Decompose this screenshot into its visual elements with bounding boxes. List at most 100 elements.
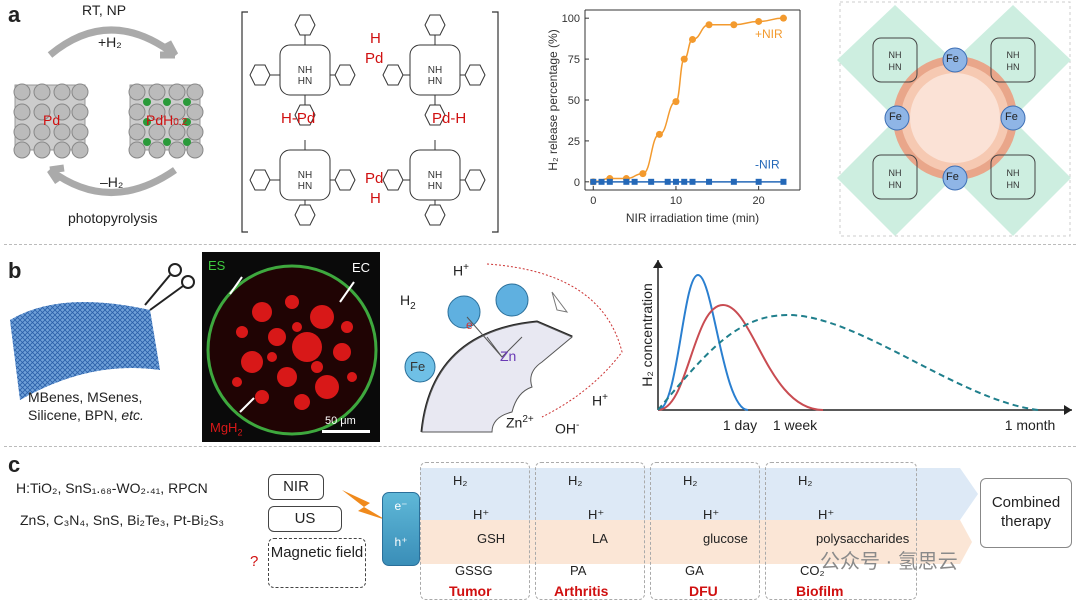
data-point: [631, 178, 638, 185]
x-axis-label: NIR irradiation time (min): [626, 211, 759, 225]
svg-text:HN: HN: [298, 181, 312, 192]
svg-text:NH: NH: [298, 170, 312, 181]
svg-text:NH: NH: [1007, 50, 1020, 60]
mgh2-label: MgH2: [210, 420, 243, 438]
arthritis-label: Arthritis: [554, 583, 609, 599]
arthritis-h2: H₂: [568, 473, 583, 488]
data-point: [672, 178, 679, 185]
micrograph-image: [206, 264, 378, 436]
svg-text:NH: NH: [1007, 168, 1020, 178]
hole-label: h⁺: [394, 535, 408, 549]
data-point: [689, 35, 696, 43]
tumor-sub: GSH: [477, 531, 506, 546]
target-boxes: H₂ H⁺ GSH GSSG Tumor H₂ H⁺ LA PA Arthrit…: [420, 462, 980, 602]
x-tick-label: 20: [753, 195, 765, 207]
data-point: [648, 178, 655, 185]
svg-text:HN: HN: [428, 181, 442, 192]
dfu-sub: glucose: [703, 531, 748, 546]
pd-h-top: H: [370, 30, 381, 47]
arthritis-sub: LA: [592, 531, 608, 546]
data-point: [672, 98, 680, 106]
mech-h2: H2: [400, 292, 416, 312]
pd-cube: [13, 83, 89, 159]
arthritis-prod: PA: [570, 563, 587, 578]
data-point: [689, 178, 696, 185]
ec-label: EC: [352, 260, 371, 275]
data-point: [705, 21, 713, 29]
svg-text:NH: NH: [428, 65, 442, 76]
lightning-icon: [342, 490, 386, 520]
scissors-icon: [144, 263, 195, 311]
conc-x-arrow: [1064, 405, 1072, 415]
us-box: US: [268, 506, 342, 532]
data-point: [680, 55, 688, 63]
cycle-top-text: RT, NP: [82, 2, 127, 18]
biofilm-hplus: H⁺: [818, 507, 835, 522]
fe-right: Fe: [1005, 111, 1018, 123]
svg-text:HN: HN: [1007, 180, 1020, 190]
arthritis-hplus: H⁺: [588, 507, 605, 522]
confocal-micrograph: ES EC MgH2 50 μm: [202, 252, 380, 442]
dfu-label: DFU: [689, 583, 718, 599]
data-point: [730, 21, 738, 29]
data-point: [755, 17, 763, 25]
materials-line1: MBenes, MSenes,: [28, 389, 143, 405]
tumor-prod: GSSG: [455, 563, 493, 578]
data-point: [681, 178, 688, 185]
cycle-minus-text: –H₂: [100, 174, 124, 190]
y-tick-label: 75: [568, 54, 580, 66]
conc-x-tick-label: 1 month: [1005, 417, 1056, 433]
data-point: [755, 178, 762, 185]
pdh-main: PdH: [146, 112, 174, 128]
biofilm-column: H₂ H⁺ polysaccharides CO₂ Biofilm: [765, 462, 917, 600]
conc-x-tick-label: 1 week: [773, 417, 818, 433]
data-point: [730, 178, 737, 185]
combined-therapy-box: Combined therapy: [980, 478, 1072, 548]
mech-zn2: Zn2+: [506, 414, 534, 431]
mech-hplus-top: H+: [453, 262, 469, 279]
nir-box: NIR: [268, 474, 324, 500]
data-point: [598, 178, 605, 185]
y-axis-label: H₂ release percentage (%): [546, 29, 560, 170]
svg-text:NH: NH: [298, 65, 312, 76]
data-point: [639, 170, 647, 178]
dfu-prod: GA: [685, 563, 704, 578]
cycle-plus-text: +H₂: [98, 34, 122, 50]
mech-e: e: [466, 318, 473, 332]
svg-text:NH: NH: [889, 168, 902, 178]
tumor-h2: H₂: [453, 473, 468, 488]
fe-bottom: Fe: [946, 171, 959, 183]
conc-curve-0: [657, 273, 749, 411]
electron-label: e⁻: [394, 499, 408, 513]
fe-porphyrin-framework: NH HN NH HN NH HN NH HN: [837, 1, 1071, 237]
us-materials: ZnS, C₃N₄, SnS, Bi₂Te₃, Pt-Bi₂S₃: [20, 512, 225, 528]
es-label: ES: [208, 258, 226, 273]
data-point: [606, 178, 613, 185]
data-point: [780, 178, 787, 185]
materials-text: MBenes, MSenes, Silicene, BPN, etc.: [28, 388, 144, 424]
series-label-0: +NIR: [755, 27, 783, 41]
svg-text:HN: HN: [428, 76, 442, 87]
svg-text:NH: NH: [889, 50, 902, 60]
svg-text:HN: HN: [298, 76, 312, 87]
data-point: [706, 178, 713, 185]
biofilm-label: Biofilm: [796, 583, 844, 599]
conc-y-label: H₂ concentration: [640, 283, 655, 387]
cycle-arrows: [13, 26, 204, 196]
svg-text:HN: HN: [1007, 62, 1020, 72]
panel-a-label: a: [8, 2, 21, 27]
separator-bc: [4, 446, 1076, 447]
dfu-column: H₂ H⁺ glucose GA DFU: [650, 462, 760, 600]
mech-zn: Zn: [500, 348, 517, 364]
magnetic-box: Magnetic field: [268, 538, 366, 588]
biofilm-sub: polysaccharides: [816, 531, 910, 546]
pdh-cube: [128, 83, 204, 159]
flow-bands: [420, 468, 978, 564]
y-tick-label: 0: [574, 177, 580, 189]
data-point: [655, 130, 663, 138]
separator-ab: [4, 244, 1076, 245]
pd-h-bottom: H: [370, 190, 381, 207]
tumor-label: Tumor: [449, 583, 492, 599]
pd-center-top: Pd: [365, 50, 384, 67]
